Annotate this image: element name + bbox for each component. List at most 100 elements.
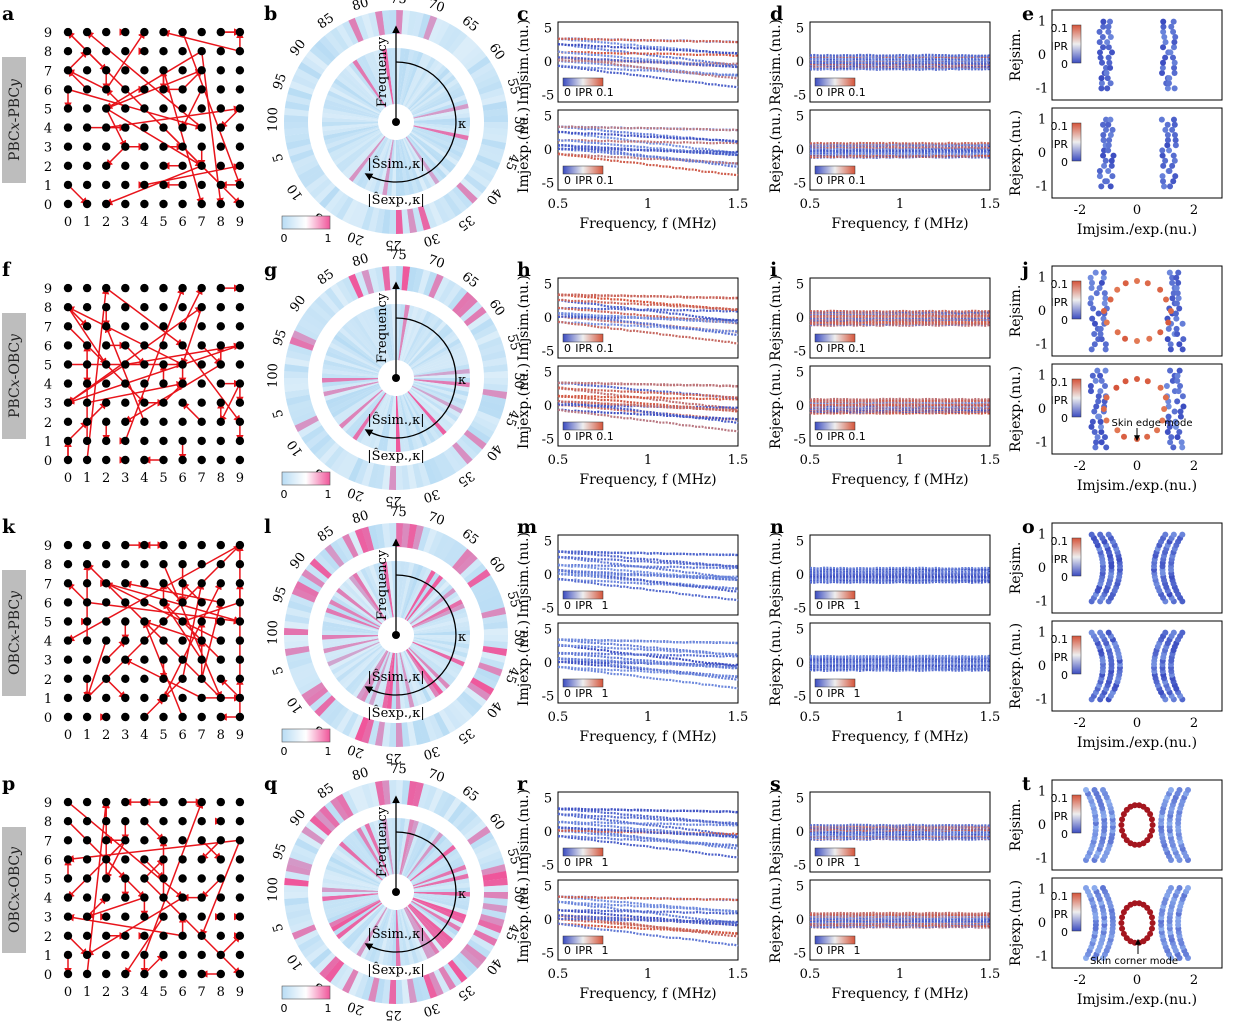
lattice-node <box>197 27 206 37</box>
ring-outer-segment <box>482 871 508 882</box>
ring-kappa-label: κ <box>458 887 466 902</box>
ring-outer-segment <box>354 528 369 554</box>
lattice-node <box>235 66 245 75</box>
eigen-ytick: -1 <box>1036 851 1049 866</box>
spectra-xtick: 1.5 <box>980 453 1001 468</box>
ring-outer-segment <box>470 317 495 336</box>
ring-inner-segment <box>372 909 392 964</box>
lattice-node <box>82 674 92 683</box>
ring-inner-segment <box>322 887 379 892</box>
lattice-node <box>197 199 206 209</box>
spectra-colorbar <box>814 935 856 945</box>
ring-outer-segment <box>314 296 336 318</box>
eigen-point <box>1107 296 1114 303</box>
ring-outer-segment <box>475 330 501 346</box>
lattice-node <box>178 912 187 921</box>
spectra-colorbar-min: 0 <box>564 599 571 612</box>
ring-outer-segment <box>451 186 473 209</box>
ring-inner-segment <box>409 330 456 368</box>
ring-inner-label: |Ŝsim.,κ| <box>367 668 424 685</box>
lattice-ytick: 3 <box>44 911 52 926</box>
lattice-link <box>162 29 241 52</box>
lattice-node <box>216 66 225 75</box>
ring-inner-segment <box>322 882 379 891</box>
ring-center-dot <box>392 374 400 382</box>
eigen-point <box>1159 417 1166 424</box>
lattice-link <box>201 839 222 861</box>
lattice-node <box>178 540 187 550</box>
lattice-node <box>216 379 225 388</box>
lattice-node <box>235 540 245 550</box>
ring-inner-segment <box>324 382 379 401</box>
eigen-xtick: 2 <box>1190 459 1198 474</box>
ring-outer-segment <box>381 465 391 490</box>
ring-outer-segment <box>401 523 411 548</box>
eigen-point <box>1148 827 1155 834</box>
lattice-xtick: 2 <box>102 215 110 230</box>
spectra-colorbar-min: 0 <box>816 687 823 700</box>
ring-inner-segment <box>408 647 450 690</box>
eigen-point <box>1164 336 1171 343</box>
ring-inner-segment <box>405 829 440 878</box>
ring-number: 55 <box>504 589 523 609</box>
eigen-point <box>1119 827 1126 834</box>
eigen-colorbar-label: IPR <box>1050 138 1068 151</box>
lattice-node <box>121 199 130 209</box>
eigen-point <box>1176 429 1183 435</box>
eigen-point <box>1167 49 1174 56</box>
spectra-colorbar <box>562 590 604 600</box>
ring-number: 55 <box>504 76 523 96</box>
ring-outer-segment <box>463 686 487 707</box>
ring-inner-segment <box>352 392 387 441</box>
lattice-xtick: 2 <box>102 985 110 1000</box>
eigen-colorbar <box>1071 794 1082 834</box>
ring-outer-segment <box>283 634 309 643</box>
eigen-point <box>1098 336 1105 343</box>
spectra-ytick: -5 <box>542 432 555 447</box>
eigen-point <box>1170 152 1177 159</box>
ring-colorbar <box>281 985 331 1000</box>
lattice-link <box>181 601 241 624</box>
eigen-point <box>1169 279 1176 286</box>
ring-outer-segment <box>368 524 380 550</box>
ring-outer-segment <box>477 850 503 865</box>
lattice-node <box>102 379 111 388</box>
ring-inner-segment <box>411 86 464 115</box>
ring-outer-segment <box>348 17 364 43</box>
spectra-series <box>557 913 739 926</box>
lattice-node <box>82 283 92 293</box>
ring-inner-segment <box>407 834 447 879</box>
ring-outer-segment <box>467 312 491 331</box>
panel-label-k: k <box>2 516 16 538</box>
spectra-ytick: 5 <box>544 366 552 381</box>
ring-outer-segment <box>314 952 336 974</box>
ring-number: 70 <box>426 766 447 786</box>
eigen-point <box>1098 183 1105 190</box>
ring-inner-segment <box>400 306 420 361</box>
spectra-series <box>557 638 739 645</box>
lattice-node <box>235 161 245 170</box>
eigen-point <box>1170 629 1177 636</box>
eigen-point <box>1114 286 1121 293</box>
ring-number: 100 <box>266 107 281 132</box>
lattice-node <box>197 674 206 683</box>
spectra-colorbar-min: 0 <box>816 599 823 612</box>
ring-inner-segment <box>322 117 379 122</box>
lattice-node <box>140 931 149 940</box>
ring-inner-segment <box>323 873 379 889</box>
ring-inner-segment <box>322 877 379 890</box>
ring-outer-segment <box>460 815 483 837</box>
ring-outer-segment <box>477 405 503 420</box>
eigen-point <box>1176 367 1183 374</box>
lattice-ytick: 7 <box>44 577 52 592</box>
spectra-series <box>557 807 739 825</box>
lattice-node <box>63 360 73 369</box>
ring-frequency-label: Frequency <box>375 292 390 363</box>
lattice-ytick: 4 <box>44 892 52 907</box>
ring-inner-segment <box>402 823 428 876</box>
ring-inner-segment <box>360 310 389 363</box>
ring-inner-segment <box>377 49 393 105</box>
ring-outer-segment <box>395 465 404 490</box>
eigen-point <box>1091 429 1098 435</box>
